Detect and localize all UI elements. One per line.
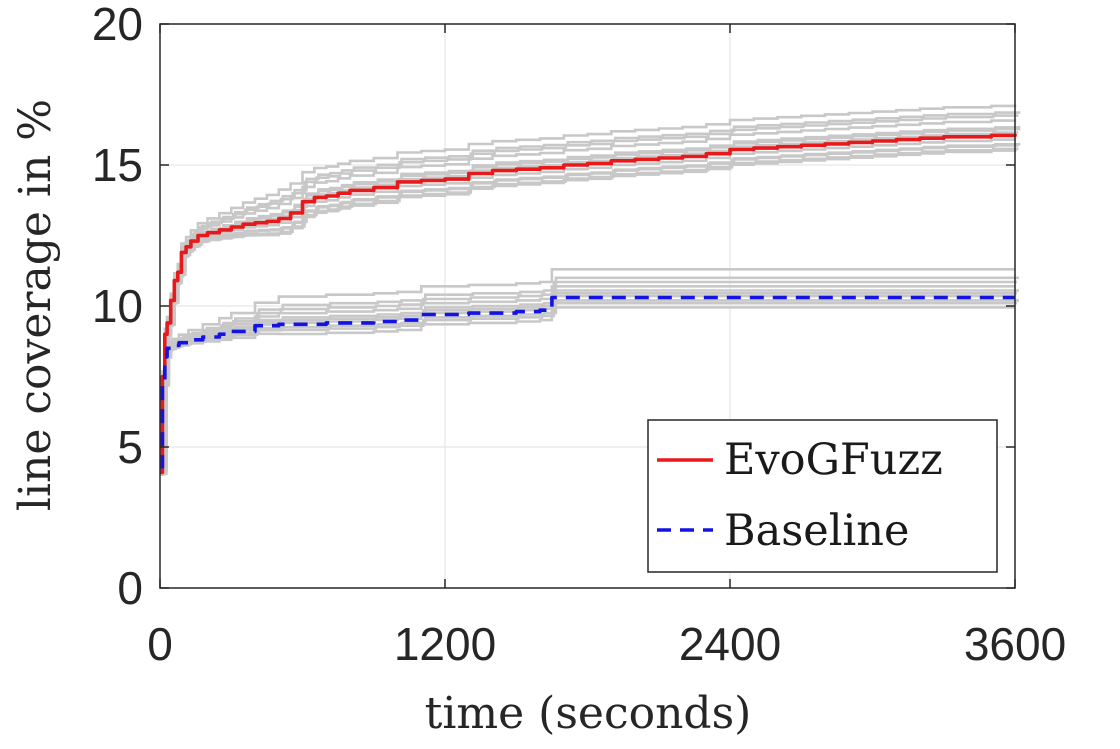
run-line bbox=[162, 143, 1019, 476]
axis-ticks: 0 1200 2400 3600 0 5 10 15 20 bbox=[92, 0, 1066, 670]
run-line bbox=[164, 276, 1019, 466]
run-line bbox=[160, 268, 1015, 464]
series-line-baseline bbox=[160, 295, 1015, 469]
y-tick-label: 0 bbox=[117, 562, 143, 614]
series-line-evogfuzz bbox=[160, 133, 1017, 475]
run-line bbox=[160, 104, 1017, 470]
y-tick-label: 5 bbox=[117, 421, 143, 473]
x-tick-label: 0 bbox=[147, 618, 173, 670]
y-axis-label: line coverage in % bbox=[10, 99, 61, 511]
run-line bbox=[164, 127, 1021, 473]
y-tick-label: 10 bbox=[92, 280, 143, 332]
x-axis-label: time (seconds) bbox=[425, 688, 752, 739]
legend-label-evogfuzz: EvoGFuzz bbox=[724, 435, 943, 485]
x-tick-label: 3600 bbox=[964, 618, 1066, 670]
series-lines bbox=[160, 133, 1017, 475]
x-tick-label: 2400 bbox=[679, 618, 781, 670]
legend-label-baseline: Baseline bbox=[724, 506, 909, 556]
y-tick-label: 15 bbox=[92, 139, 143, 191]
legend: EvoGFuzz Baseline bbox=[647, 419, 998, 573]
y-tick-label: 20 bbox=[92, 0, 143, 50]
legend-box bbox=[647, 419, 998, 573]
x-tick-label: 1200 bbox=[394, 618, 496, 670]
